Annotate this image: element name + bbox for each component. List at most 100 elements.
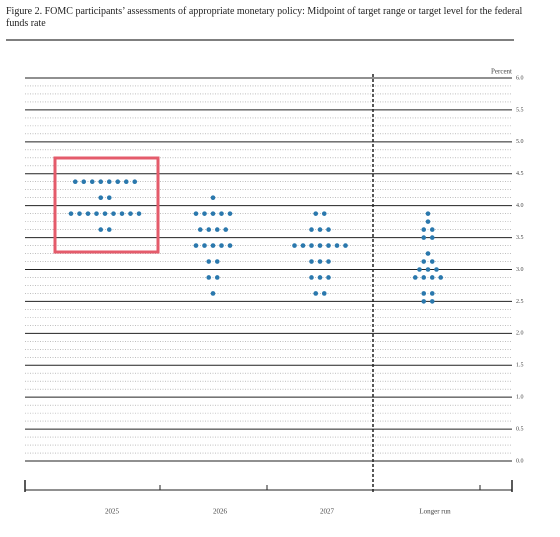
dot xyxy=(317,259,323,264)
dot xyxy=(206,259,212,264)
dot xyxy=(429,259,435,264)
dot xyxy=(417,267,422,272)
x-tick-label: Longer run xyxy=(419,508,451,516)
y-tick-label: 2.5 xyxy=(516,299,524,305)
dot xyxy=(89,179,95,185)
dot xyxy=(429,227,435,232)
y-tick-label: 6.0 xyxy=(516,75,524,81)
dot xyxy=(214,227,220,232)
dot xyxy=(68,211,74,216)
dot xyxy=(128,211,133,216)
dot xyxy=(98,227,104,232)
dot xyxy=(326,227,331,232)
y-tick-label: 3.5 xyxy=(516,235,524,241)
dot xyxy=(94,211,99,216)
dot xyxy=(210,291,216,296)
y-tick-label: 4.0 xyxy=(516,203,524,209)
dot xyxy=(429,235,435,240)
y-tick-label: 2.0 xyxy=(516,331,524,337)
dot xyxy=(425,219,431,224)
dot xyxy=(313,211,319,216)
dot xyxy=(425,251,431,256)
dot xyxy=(425,211,431,216)
dot xyxy=(412,275,418,280)
y-tick-label: 1.5 xyxy=(516,363,524,369)
y-tick-label: 0.5 xyxy=(516,426,524,432)
dot xyxy=(429,291,435,296)
dot xyxy=(317,275,323,280)
dot xyxy=(309,243,314,248)
dot xyxy=(214,259,220,264)
dot xyxy=(421,299,427,304)
y-tick-label: 5.5 xyxy=(516,107,524,113)
chart-title: Figure 2. FOMC participants’ assessments… xyxy=(6,6,523,29)
dot xyxy=(421,275,427,280)
dot xyxy=(321,291,327,296)
dot xyxy=(123,179,129,185)
dot xyxy=(326,275,331,280)
y-tick-label: 1.0 xyxy=(516,395,524,401)
dot xyxy=(193,211,199,216)
dot xyxy=(132,179,138,185)
dot xyxy=(223,227,229,232)
y-tick-label: 5.0 xyxy=(516,139,524,145)
y-tick-label: 0.0 xyxy=(516,458,524,464)
dot xyxy=(106,195,112,200)
dot xyxy=(227,243,233,248)
dot xyxy=(197,227,203,232)
dot xyxy=(421,259,427,264)
dot xyxy=(85,211,91,216)
dot xyxy=(321,211,327,216)
dot xyxy=(421,235,427,240)
dot xyxy=(317,227,323,232)
y-tick-label: 3.0 xyxy=(516,267,524,273)
dot xyxy=(77,211,82,216)
dot xyxy=(202,243,207,248)
dot xyxy=(102,211,108,216)
dot xyxy=(421,291,427,296)
dot xyxy=(227,211,233,216)
dot xyxy=(206,275,212,280)
dot xyxy=(98,179,104,185)
dot xyxy=(334,243,340,248)
dot xyxy=(214,275,220,280)
dot xyxy=(106,179,112,185)
dot xyxy=(210,243,216,248)
dot xyxy=(72,179,78,185)
x-tick-label: 2026 xyxy=(213,508,228,516)
dot xyxy=(111,211,116,216)
y-tick-label: 4.5 xyxy=(516,171,524,177)
dot xyxy=(119,211,125,216)
dot xyxy=(425,267,431,272)
dot xyxy=(434,267,439,272)
dot xyxy=(210,195,216,200)
dot xyxy=(343,243,348,248)
dot xyxy=(317,243,323,248)
dot xyxy=(81,179,87,185)
dot xyxy=(219,211,224,216)
dot xyxy=(309,275,314,280)
highlight-box xyxy=(53,156,160,254)
dot xyxy=(326,259,331,264)
dot xyxy=(429,299,435,304)
dot xyxy=(210,211,216,216)
dot xyxy=(98,195,104,200)
dot xyxy=(429,275,435,280)
dot xyxy=(206,227,212,232)
x-tick-label: 2027 xyxy=(320,508,335,516)
y-axis-label: Percent xyxy=(491,68,512,76)
dot xyxy=(292,243,297,248)
dot xyxy=(193,243,199,248)
dot xyxy=(115,179,121,185)
dot xyxy=(326,243,331,248)
dot xyxy=(438,275,444,280)
dot xyxy=(136,211,142,216)
dot xyxy=(202,211,207,216)
dot xyxy=(300,243,306,248)
dot xyxy=(421,227,427,232)
dot xyxy=(309,227,314,232)
dot xyxy=(219,243,224,248)
x-tick-label: 2025 xyxy=(105,508,120,516)
